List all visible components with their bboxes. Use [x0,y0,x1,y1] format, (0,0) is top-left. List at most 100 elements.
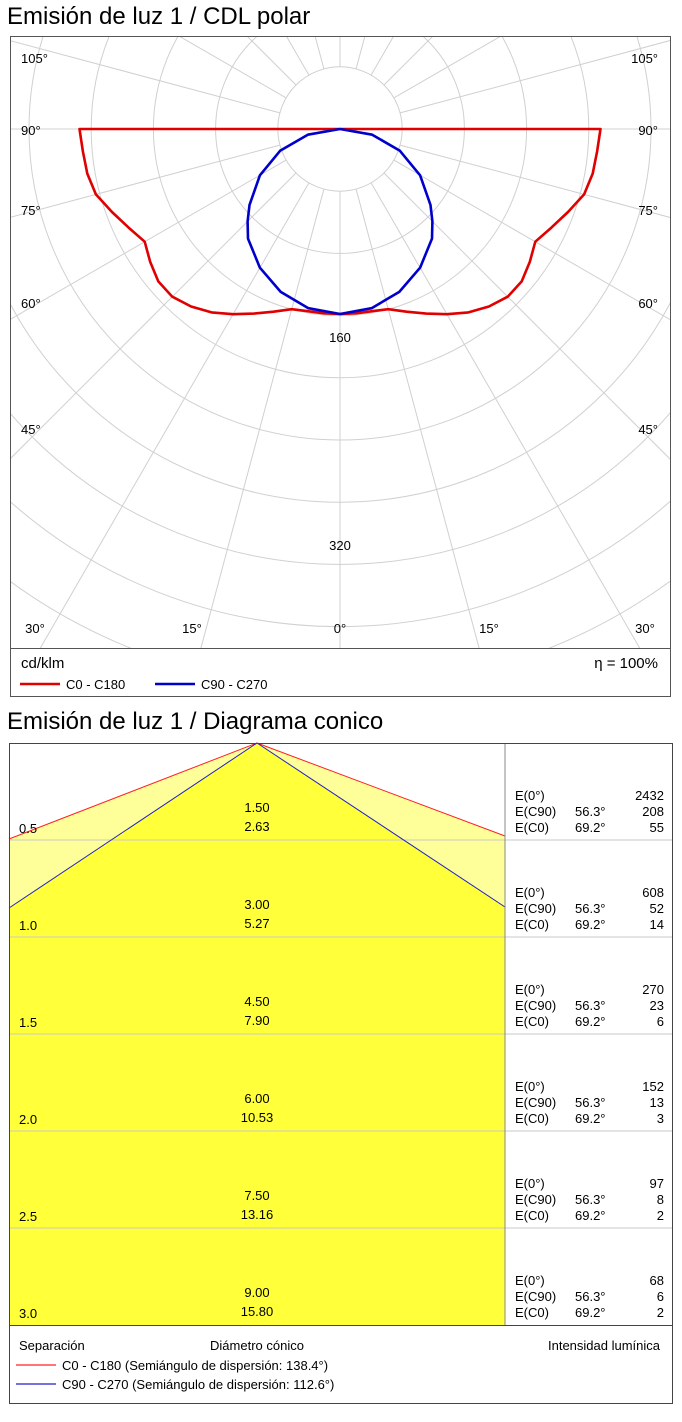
cone-separation-value: 0.5 [19,821,37,836]
cone-ec0-value: 3 [657,1111,664,1126]
polar-angle-label: 60° [638,296,658,311]
polar-angle-label: 15° [182,621,202,636]
cone-ec90-value: 208 [642,804,664,819]
polar-grid-spoke [200,188,325,648]
polar-angle-label: 75° [21,203,41,218]
polar-grid-circle [11,412,670,565]
cone-ec90-label: E(C90) [515,1095,556,1110]
cone-ec90-label: E(C90) [515,804,556,819]
cone-e0-value: 608 [642,885,664,900]
polar-unit-label: cd/klm [21,655,64,672]
cone-ec90-angle: 56.3° [575,804,606,819]
cone-c90-left-line [8,742,258,909]
cone-ec0-label: E(C0) [515,1305,549,1320]
polar-angle-label: 30° [25,621,45,636]
cone-ec90-label: E(C90) [515,1192,556,1207]
cone-ec0-value: 55 [650,820,664,835]
cone-diameter-c90-value: 3.00 [244,897,269,912]
polar-efficiency-label: η = 100% [594,655,658,672]
cone-diameter-c90-value: 4.50 [244,994,269,1009]
cone-separation-value: 1.5 [19,1015,37,1030]
polar-grid-spoke [383,172,670,460]
cone-separation-value: 2.5 [19,1209,37,1224]
polar-angle-label: 30° [635,621,655,636]
cone-ec90-angle: 56.3° [575,1192,606,1207]
cone-ec0-value: 14 [650,917,664,932]
cone-diameter-c90-value: 1.50 [244,800,269,815]
polar-grid-spoke [11,40,281,114]
polar-angle-label: 90° [21,123,41,138]
cone-diameter-c0-value: 15.80 [241,1304,274,1319]
cone-footer-separation: Separación [19,1338,85,1353]
cone-c90-right-line [256,742,506,908]
polar-legend-frame [10,648,671,697]
cone-diameter-c0-value: 7.90 [244,1013,269,1028]
cone-e0-value: 68 [650,1273,664,1288]
polar-angle-label: 105° [21,51,48,66]
cone-ec0-value: 6 [657,1014,664,1029]
cone-ec90-value: 8 [657,1192,664,1207]
cone-ec90-value: 23 [650,998,664,1013]
polar-angle-label: 105° [631,51,658,66]
polar-grid-spoke [355,188,480,648]
cone-e0-label: E(0°) [515,1079,545,1094]
cone-diameter-c0-value: 5.27 [244,916,269,931]
cone-diameter-c90-value: 7.50 [244,1188,269,1203]
cone-footer-intensity: Intensidad lumínica [548,1338,661,1353]
cone-diameter-c0-value: 13.16 [241,1207,274,1222]
polar-grid-spoke [179,37,287,99]
cone-diameter-c90-value: 9.00 [244,1285,269,1300]
cone-legend-c90-label: C90 - C270 (Semiángulo de dispersión: 11… [62,1377,334,1392]
cone-e0-label: E(0°) [515,982,545,997]
cone-ec0-label: E(C0) [515,1111,549,1126]
cone-diameter-c90-value: 6.00 [244,1091,269,1106]
polar-chart-title: Emisión de luz 1 / CDL polar [7,3,311,30]
polar-grid-spoke [393,37,501,99]
cone-e0-label: E(0°) [515,885,545,900]
legend-c90-label: C90 - C270 [201,677,267,692]
cone-ec0-angle: 69.2° [575,1014,606,1029]
cone-ec0-angle: 69.2° [575,1111,606,1126]
polar-grid-spoke [11,144,281,218]
cone-ec0-label: E(C0) [515,917,549,932]
cone-ec0-angle: 69.2° [575,820,606,835]
cone-ec90-value: 6 [657,1289,664,1304]
polar-grid-spoke [11,172,297,459]
cone-ec90-label: E(C90) [515,1289,556,1304]
cone-e0-value: 152 [642,1079,664,1094]
cone-ec90-angle: 56.3° [575,1289,606,1304]
legend-c0-label: C0 - C180 [66,677,125,692]
polar-grid-spoke [247,37,297,86]
polar-ring-label: 320 [329,538,351,553]
polar-grid-spoke [370,182,641,648]
polar-series-c90-c270-line [246,127,434,316]
cone-footer-diameter: Diámetro cónico [210,1338,304,1353]
polar-grid-spoke [399,40,670,114]
polar-angle-label: 0° [334,621,346,636]
cone-e0-label: E(0°) [515,788,545,803]
polar-grid-spoke [393,159,670,321]
polar-grid-spoke [11,159,287,320]
polar-grid [11,37,670,648]
polar-angle-label: 75° [638,203,658,218]
cone-c0-left-line [8,742,258,840]
cone-e0-value: 97 [650,1176,664,1191]
polar-angle-label: 60° [21,296,41,311]
cone-ec90-label: E(C90) [515,998,556,1013]
cone-ec90-angle: 56.3° [575,998,606,1013]
cone-e0-label: E(0°) [515,1273,545,1288]
cone-separation-value: 2.0 [19,1112,37,1127]
polar-angle-label: 45° [21,422,41,437]
cone-separation-value: 1.0 [19,918,37,933]
cone-c0-right-line [256,742,506,837]
cone-ec0-label: E(C0) [515,820,549,835]
cone-e0-value: 2432 [635,788,664,803]
cone-ec0-value: 2 [657,1305,664,1320]
cone-diagram-title: Emisión de luz 1 / Diagrama conico [7,708,384,735]
cone-ec0-label: E(C0) [515,1208,549,1223]
cone-ec90-angle: 56.3° [575,901,606,916]
cone-ec0-value: 2 [657,1208,664,1223]
cone-diameter-c0-value: 10.53 [241,1110,274,1125]
cone-ec0-label: E(C0) [515,1014,549,1029]
